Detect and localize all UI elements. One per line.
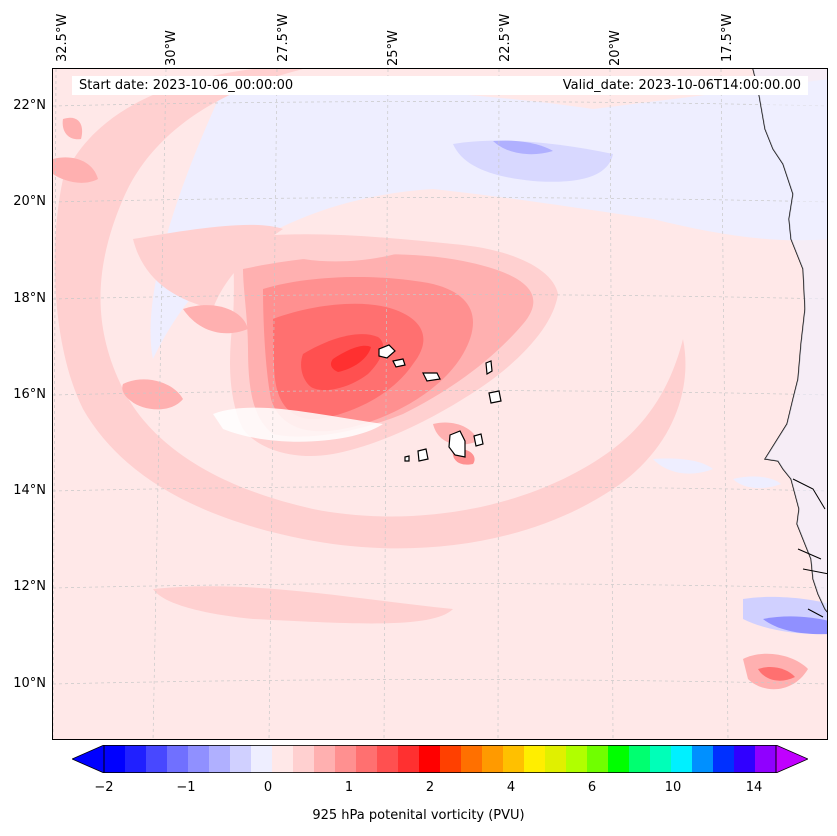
colorbar-segment <box>188 745 210 773</box>
island-fogo <box>417 448 429 462</box>
land-area <box>753 69 827 612</box>
colorbar-segment <box>146 745 168 773</box>
island-brava <box>404 455 410 462</box>
colorbar-segment <box>377 745 399 773</box>
colorbar-segment <box>650 745 672 773</box>
lon-label-17-5w: 17.5°W <box>720 13 735 62</box>
valid-date-label: Valid_date: 2023-10-06T14:00:00.00 <box>532 76 808 95</box>
start-date-label: Start date: 2023-10-06_00:00:00 <box>72 76 539 95</box>
coastline-detail <box>792 478 827 618</box>
pv-map-panel[interactable] <box>52 68 828 740</box>
colorbar-segment <box>524 745 546 773</box>
colorbar-segment <box>713 745 735 773</box>
colorbar-segment <box>734 745 756 773</box>
lat-label-22n: 22°N <box>13 98 46 113</box>
colorbar-segment <box>692 745 714 773</box>
colorbar-tick: 0 <box>263 780 273 795</box>
lat-label-20n: 20°N <box>13 194 46 209</box>
colorbar-tick: 6 <box>587 780 597 795</box>
colorbar <box>72 745 808 773</box>
colorbar-outline <box>103 745 777 773</box>
island-santo-antao <box>378 344 396 359</box>
colorbar-tick: −2 <box>94 780 114 795</box>
island-boa-vista <box>488 390 502 404</box>
lon-label-22-5w: 22.5°W <box>498 13 513 62</box>
colorbar-under-arrow <box>72 745 105 773</box>
colorbar-segment <box>482 745 504 773</box>
colorbar-segment <box>125 745 147 773</box>
lat-label-16n: 16°N <box>13 387 46 402</box>
colorbar-segment <box>230 745 252 773</box>
colorbar-segment <box>461 745 483 773</box>
lon-label-25w: 25°W <box>386 30 401 66</box>
colorbar-label: 925 hPa potenital vorticity (PVU) <box>312 808 525 823</box>
colorbar-segment <box>167 745 189 773</box>
colorbar-segment <box>566 745 588 773</box>
colorbar-segment <box>398 745 420 773</box>
island-sao-nicolau <box>422 372 441 382</box>
colorbar-segment <box>314 745 336 773</box>
lon-label-30w: 30°W <box>164 30 179 66</box>
island-maio <box>473 433 484 447</box>
colorbar-tick: 4 <box>506 780 516 795</box>
colorbar-segment <box>671 745 693 773</box>
graticule <box>53 69 827 739</box>
island-sao-vicente <box>392 358 406 368</box>
low-pv-streak <box>213 407 383 442</box>
colorbar-segment <box>251 745 273 773</box>
lon-label-32-5w: 32.5°W <box>55 13 70 62</box>
negative-pv-regions <box>150 79 827 635</box>
lon-label-27-5w: 27.5°W <box>276 13 291 62</box>
colorbar-tick: 1 <box>344 780 354 795</box>
colorbar-segment <box>419 745 441 773</box>
lat-label-10n: 10°N <box>13 676 46 691</box>
pv-field-svg <box>53 69 827 739</box>
colorbar-tick: 14 <box>745 780 763 795</box>
colorbar-segment <box>335 745 357 773</box>
colorbar-tick: −1 <box>176 780 196 795</box>
island-santiago <box>448 430 466 458</box>
colorbar-segment <box>356 745 378 773</box>
colorbar-segment <box>629 745 651 773</box>
colorbar-segment <box>209 745 231 773</box>
colorbar-segment <box>503 745 525 773</box>
cape-verde-islands <box>378 344 502 462</box>
colorbar-segment <box>587 745 609 773</box>
lat-label-18n: 18°N <box>13 291 46 306</box>
colorbar-segment <box>608 745 630 773</box>
lat-label-14n: 14°N <box>13 483 46 498</box>
colorbar-over-arrow <box>775 745 808 773</box>
colorbar-segment <box>293 745 315 773</box>
colorbar-segment <box>755 745 777 773</box>
lat-label-12n: 12°N <box>13 579 46 594</box>
lon-label-20w: 20°W <box>608 30 623 66</box>
island-sal <box>485 360 493 376</box>
colorbar-segment <box>545 745 567 773</box>
colorbar-segment <box>104 745 126 773</box>
colorbar-tick: 10 <box>664 780 682 795</box>
colorbar-tick: 2 <box>425 780 435 795</box>
colorbar-segment <box>272 745 294 773</box>
colorbar-segment <box>440 745 462 773</box>
